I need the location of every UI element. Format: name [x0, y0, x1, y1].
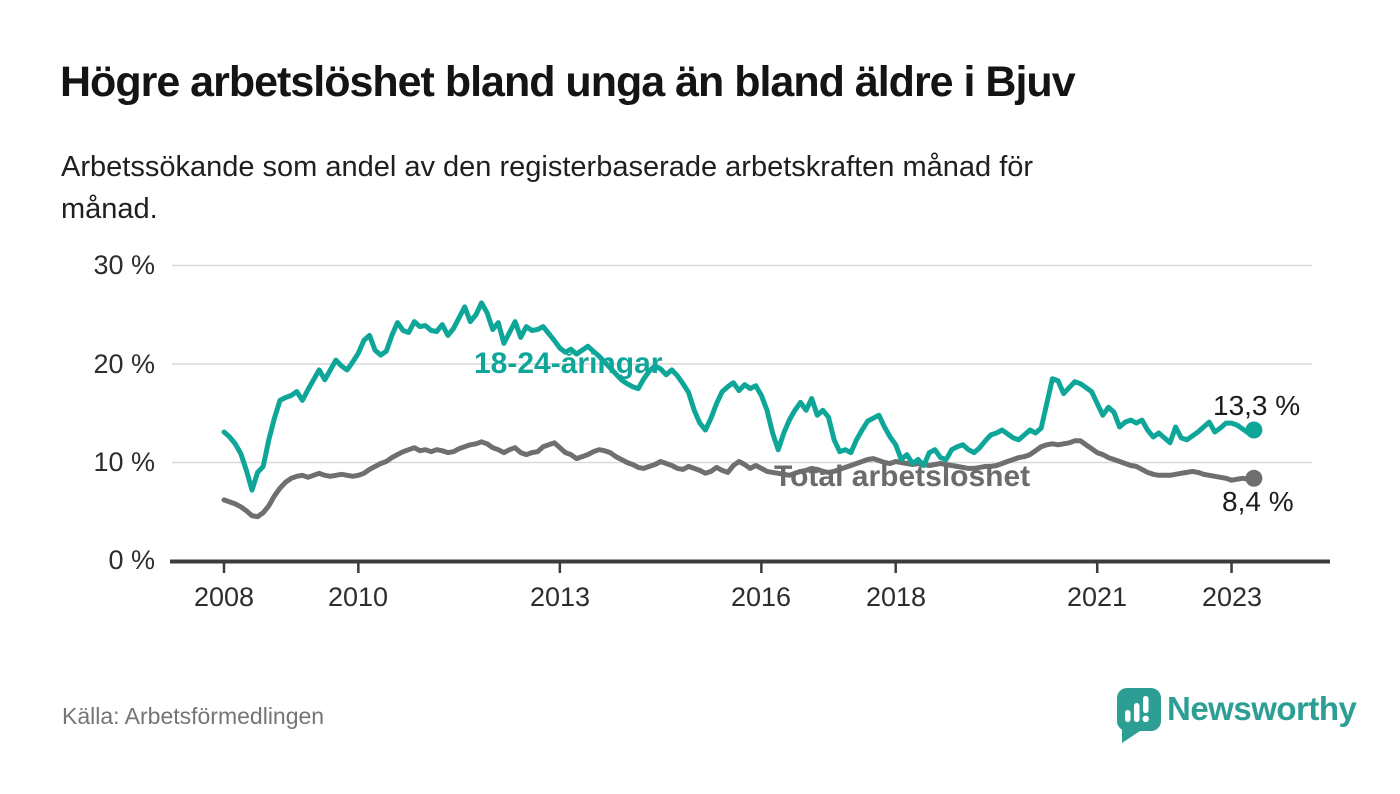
x-tick-label-2018: 2018 [865, 582, 927, 612]
series-line-youth [221, 300, 1257, 493]
chart-subtitle-line2: månad. [61, 193, 158, 225]
end-value-label-total: 8,4 % [1222, 486, 1294, 517]
x-tick-label-2023: 2023 [1201, 582, 1263, 612]
x-tick-label-2021: 2021 [1066, 582, 1128, 612]
series-label-total: Total arbetslöshet [774, 460, 1031, 493]
y-tick-label-30: 30 % [93, 250, 155, 280]
series-endpoint-youth [1245, 421, 1263, 439]
series-label-youth: 18-24-åringar [474, 347, 663, 380]
x-tick-label-2008: 2008 [193, 582, 255, 612]
source-note: Källa: Arbetsförmedlingen [62, 703, 325, 729]
chart-title: Högre arbetslöshet bland unga än bland ä… [60, 58, 1076, 106]
chart-subtitle-line1: Arbetssökande som andel av den registerb… [61, 151, 1034, 183]
y-tick-label-0: 0 % [108, 545, 155, 575]
chart-subtitle: Arbetssökande som andel av den registerb… [61, 146, 1321, 230]
newsworthy-logo-text: Newsworthy [1167, 690, 1357, 727]
y-tick-label-10: 10 % [93, 447, 155, 477]
newsworthy-logo [1117, 688, 1161, 743]
x-tick-label-2010: 2010 [327, 582, 389, 612]
series-line-total [221, 438, 1257, 520]
end-value-label-youth: 13,3 % [1213, 390, 1301, 421]
newsworthy-logo-icon [1117, 688, 1161, 743]
x-tick-label-2013: 2013 [529, 582, 591, 612]
series-endpoint-total [1245, 469, 1263, 487]
x-tick-label-2016: 2016 [730, 582, 792, 612]
y-tick-label-20: 20 % [93, 349, 155, 379]
